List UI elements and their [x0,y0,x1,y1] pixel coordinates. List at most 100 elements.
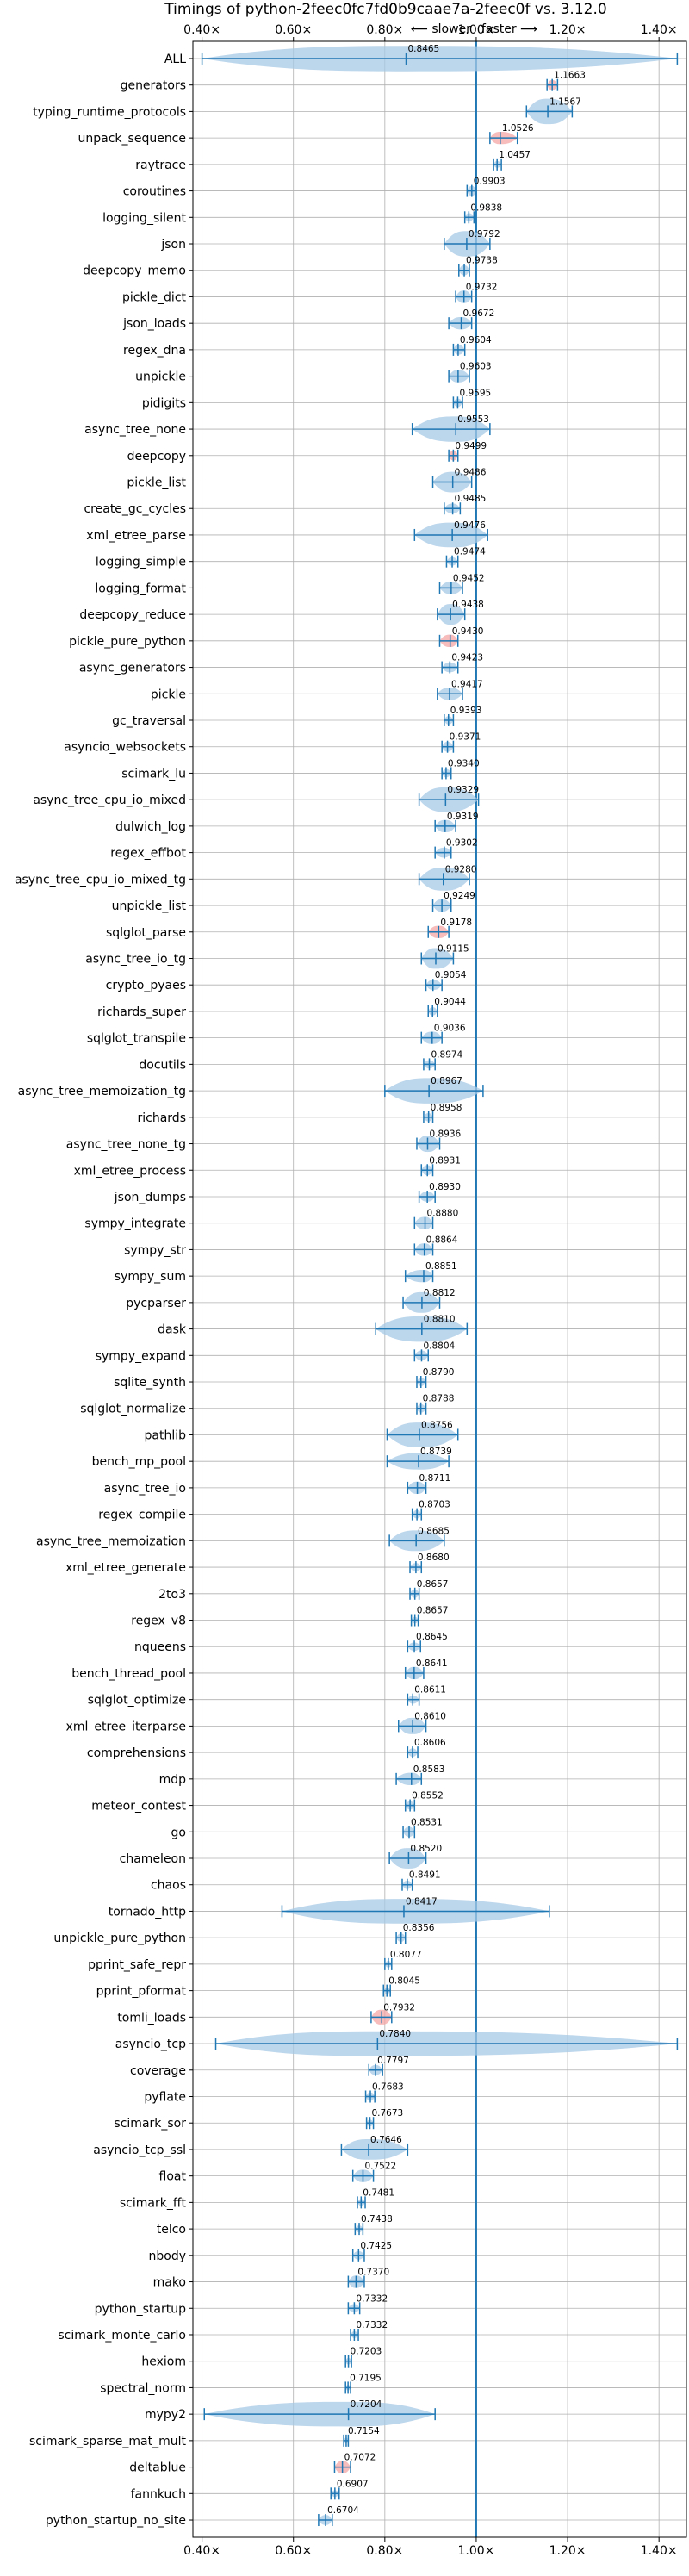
x-tick-label-bottom: 1.20× [549,2544,587,2558]
y-tick-label: json_dumps [114,1191,186,1204]
y-tick-label: typing_runtime_protocols [33,105,186,119]
y-tick-label: float [159,2170,187,2184]
value-label: 0.8864 [426,1235,458,1245]
y-tick-label: asyncio_websockets [64,741,186,755]
grid-lines [193,41,686,2537]
value-label: 1.0526 [502,123,534,134]
value-label: 0.9115 [438,943,469,954]
value-label: 0.7797 [377,2056,409,2066]
y-tick-label: asyncio_tcp [115,2038,186,2051]
value-label: 0.9485 [455,494,487,504]
y-tick-label: async_tree_io [104,1482,186,1496]
value-label: 0.8812 [424,1288,456,1298]
value-label: 0.9319 [447,812,479,822]
y-tick-label: mypy2 [145,2408,186,2422]
value-label: 0.7425 [360,2241,392,2251]
y-tick-label: scimark_fft [120,2196,187,2210]
value-label: 0.9417 [451,679,483,689]
value-label: 0.8810 [424,1315,456,1325]
y-tick-label: sqlglot_transpile [87,1032,186,1046]
x-tick-label-bottom: 1.40× [641,2544,678,2558]
value-label: 0.8788 [423,1394,455,1404]
y-tick-label: create_gc_cycles [84,502,186,516]
value-label: 0.9249 [444,891,475,901]
value-label: 0.8880 [427,1209,459,1219]
y-tick-label: crypto_pyaes [106,979,186,992]
value-label: 0.9452 [453,573,485,583]
y-tick-label: scimark_sparse_mat_mult [29,2435,186,2448]
y-tick-label: unpickle [135,370,186,384]
y-tick-label: sympy_expand [96,1349,186,1363]
value-label: 0.7683 [372,2081,404,2092]
y-tick-label: unpack_sequence [78,132,186,146]
value-label: 0.9903 [474,177,506,187]
y-tick-label: nbody [149,2249,187,2263]
y-tick-label: ALL [164,53,186,66]
y-tick-label: logging_silent [102,211,186,225]
value-label: 0.7332 [356,2293,388,2304]
y-tick-label: xml_etree_parse [86,529,186,543]
y-tick-label: fannkuch [131,2487,186,2501]
y-tick-label: async_tree_memoization_tg [18,1085,186,1098]
slower-annotation: ⟵ slower [411,22,471,36]
value-label: 0.8045 [388,1976,420,1987]
y-tick-label: gc_traversal [112,714,186,728]
value-label: 0.8611 [414,1685,446,1696]
y-tick-label: meteor_contest [91,1800,186,1814]
y-tick-label: xml_etree_generate [65,1561,186,1575]
y-tick-label: regex_compile [98,1509,186,1522]
y-tick-label: go [171,1826,186,1839]
value-label: 0.9371 [450,732,481,743]
value-label: 0.7204 [351,2399,382,2410]
y-tick-label: python_startup_no_site [46,2514,186,2528]
value-label: 0.9280 [445,864,477,874]
value-label: 0.9486 [455,468,487,478]
y-tick-label: async_tree_none_tg [66,1138,186,1152]
y-tick-label: regex_dna [123,344,186,358]
value-label: 0.8077 [390,1950,422,1960]
y-tick-label: json_loads [122,317,186,331]
value-label: 0.9474 [454,547,486,557]
value-label: 0.8967 [431,1076,462,1086]
y-tick-label: richards [138,1111,187,1125]
value-label: 0.7646 [370,2135,402,2145]
y-tick-label: richards_super [97,1005,186,1019]
value-label: 0.9423 [451,653,483,663]
value-label: 0.7522 [364,2162,396,2172]
value-label: 0.8958 [431,1103,462,1113]
value-label: 0.8645 [416,1632,448,1642]
y-tick-label: sqlglot_parse [106,926,186,940]
y-tick-label: deltablue [129,2461,186,2475]
value-label: 0.8931 [429,1155,461,1166]
y-tick-label: pyflate [144,2090,186,2104]
value-label: 0.8491 [409,1870,441,1881]
y-tick-label: async_tree_memoization [36,1534,186,1548]
y-tick-label: sqlglot_optimize [88,1694,186,1708]
plot-frame [192,40,687,2538]
x-tick-label-bottom: 1.00× [457,2544,494,2558]
y-tick-label: sympy_sum [115,1270,186,1284]
value-label: 0.8756 [421,1420,453,1430]
value-label: 0.9329 [447,785,479,795]
y-tick-label: async_tree_io_tg [85,952,186,966]
y-tick-label: scimark_monte_carlo [58,2329,186,2343]
y-tick-label: pprint_safe_repr [88,1958,186,1972]
value-label: 0.7154 [348,2426,380,2436]
value-label: 0.8657 [417,1606,449,1616]
value-label: 0.7932 [383,2002,415,2013]
value-label: 0.9178 [440,918,472,928]
value-label: 1.1663 [554,71,586,81]
x-tick-label-top: 1.40× [641,23,678,37]
y-tick-label: deepcopy [127,450,186,464]
x-tick-label-bottom: 0.40× [183,2544,220,2558]
y-tick-label: pickle [151,688,186,701]
y-tick-label: pickle_dict [122,290,187,304]
y-tick-label: regex_v8 [131,1615,186,1628]
y-tick-label: bench_mp_pool [92,1455,186,1469]
value-label: 0.8520 [410,1844,442,1854]
y-tick-label: tomli_loads [117,2011,186,2025]
y-tick-label: logging_simple [96,556,186,569]
value-label: 0.6907 [337,2479,369,2489]
x-tick-label-top: 0.60× [275,23,312,37]
value-label: 0.9302 [446,838,478,849]
